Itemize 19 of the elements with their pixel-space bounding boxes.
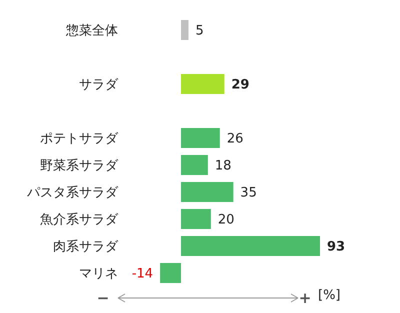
data-label: 26 xyxy=(226,132,244,146)
y-tick-label: 野菜系サラダ xyxy=(40,158,119,174)
data-label: 35 xyxy=(240,186,257,200)
y-tick-label: 肉系サラダ xyxy=(53,240,119,254)
y-tick-label: サラダ xyxy=(79,78,119,92)
y-tick-label: 惣菜全体 xyxy=(65,24,118,38)
y-tick-label: パスタ系サラダ xyxy=(26,186,119,200)
data-label: 5 xyxy=(195,24,204,38)
text: + xyxy=(298,289,312,307)
data-label: -14 xyxy=(132,266,154,282)
data-label: 20 xyxy=(218,212,234,228)
y-tick-label: ポテトサラダ xyxy=(40,132,119,146)
text: − xyxy=(96,289,110,307)
x-axis-title: [%] xyxy=(318,288,340,303)
y-tick-label: マリネ xyxy=(79,266,118,282)
data-label: 29 xyxy=(231,78,250,92)
data-label: 18 xyxy=(214,158,232,174)
data-label: 93 xyxy=(327,240,346,254)
y-tick-label: 魚介系サラダ xyxy=(40,212,119,228)
